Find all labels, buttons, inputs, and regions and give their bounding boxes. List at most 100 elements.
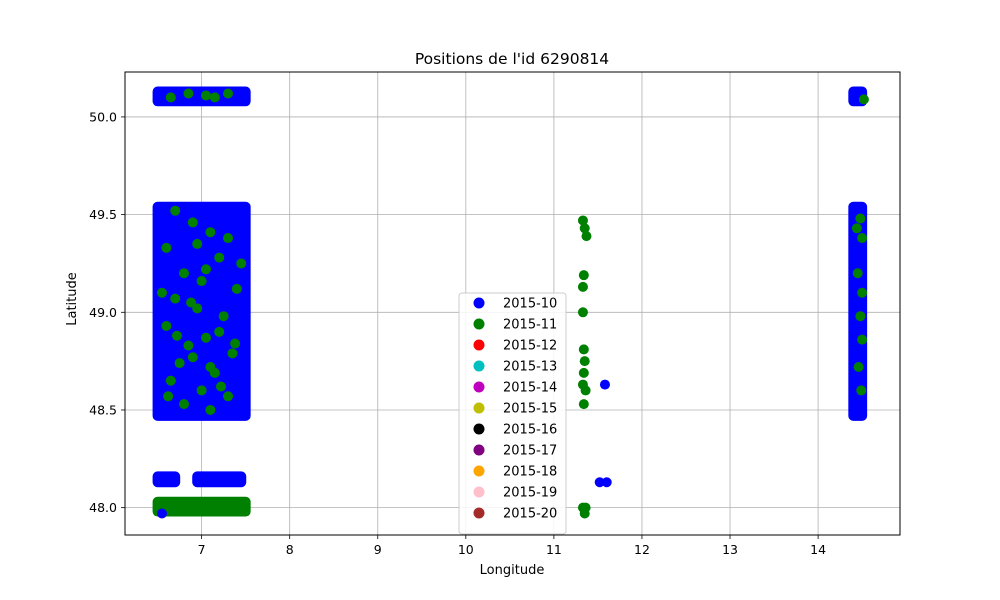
point-2015-11 xyxy=(156,287,167,298)
point-2015-11 xyxy=(161,242,172,253)
point-2015-11 xyxy=(214,252,225,263)
point-2015-11 xyxy=(578,344,589,355)
point-2015-11 xyxy=(209,92,220,103)
x-tick-label: 12 xyxy=(634,542,650,557)
point-2015-11 xyxy=(174,358,185,369)
point-2015-11 xyxy=(201,264,212,275)
point-2015-11 xyxy=(170,293,181,304)
legend-label: 2015-15 xyxy=(503,402,557,417)
point-2015-11 xyxy=(236,258,247,269)
legend-marker xyxy=(473,381,485,393)
legend-label: 2015-13 xyxy=(503,360,557,375)
point-band-2015-10 xyxy=(152,471,181,488)
y-tick-label: 48.5 xyxy=(89,402,117,417)
point-2015-11 xyxy=(857,287,868,298)
point-2015-11 xyxy=(579,223,590,234)
point-2015-11 xyxy=(223,391,234,402)
point-2015-11 xyxy=(578,270,589,281)
point-2015-11 xyxy=(579,508,590,519)
y-tick-label: 49.5 xyxy=(89,207,117,222)
point-2015-11 xyxy=(578,367,589,378)
point-2015-11 xyxy=(858,94,869,105)
x-tick-label: 10 xyxy=(458,542,474,557)
point-2015-11 xyxy=(852,268,863,279)
legend-label: 2015-11 xyxy=(503,318,557,333)
legend-marker xyxy=(473,423,485,435)
point-2015-11 xyxy=(215,381,226,392)
point-2015-11 xyxy=(205,227,216,238)
point-2015-11 xyxy=(196,276,207,287)
legend: 2015-10 2015-11 2015-12 2015-13 2015-14 2015-… xyxy=(458,292,567,535)
point-2015-11 xyxy=(161,320,172,331)
point-2015-10 xyxy=(601,477,612,488)
point-2015-11 xyxy=(853,361,864,372)
point-2015-11 xyxy=(578,399,589,410)
point-2015-11 xyxy=(855,311,866,322)
point-2015-11 xyxy=(857,233,868,244)
point-2015-11 xyxy=(186,297,197,308)
y-axis-label: Latitude xyxy=(65,272,80,326)
point-2015-11 xyxy=(171,330,182,341)
legend-label: 2015-10 xyxy=(503,297,557,312)
point-2015-11 xyxy=(205,361,216,372)
legend-marker xyxy=(473,444,485,456)
point-2015-11 xyxy=(165,375,176,386)
x-tick-label: 7 xyxy=(198,542,206,557)
axis-ticks: 7 8 9 10 11 12 13 14 48.0 48.5 49.0 49.5 50.0 xyxy=(89,109,826,557)
axes-frame xyxy=(124,71,901,536)
point-2015-10 xyxy=(594,477,605,488)
legend-marker xyxy=(473,507,485,519)
x-tick-label: 9 xyxy=(374,542,382,557)
point-2015-11 xyxy=(857,334,868,345)
point-2015-11 xyxy=(223,233,234,244)
x-tick-label: 13 xyxy=(722,542,738,557)
point-2015-11 xyxy=(170,205,181,216)
point-band-2015-10 xyxy=(192,471,247,488)
legend-label: 2015-18 xyxy=(503,465,557,480)
point-2015-11 xyxy=(851,223,862,234)
point-band-2015-11 xyxy=(152,496,251,517)
legend-marker xyxy=(473,339,485,351)
data-points xyxy=(156,88,869,519)
legend-marker xyxy=(473,486,485,498)
point-2015-11 xyxy=(183,88,194,99)
legend-label: 2015-12 xyxy=(503,339,557,354)
point-2015-11 xyxy=(163,391,174,402)
point-2015-11 xyxy=(179,268,190,279)
x-tick-label: 14 xyxy=(810,542,826,557)
point-2015-11 xyxy=(192,238,203,249)
legend-box xyxy=(458,292,567,535)
point-2015-11 xyxy=(205,404,216,415)
x-tick-label: 11 xyxy=(546,542,562,557)
legend-marker xyxy=(473,297,485,309)
point-2015-11 xyxy=(577,281,588,292)
legend-marker xyxy=(473,402,485,414)
point-2015-11 xyxy=(214,326,225,337)
x-axis-label: Longitude xyxy=(480,563,545,578)
legend-marker xyxy=(473,318,485,330)
y-tick-label: 48.0 xyxy=(89,500,117,515)
point-2015-11 xyxy=(179,399,190,410)
y-tick-label: 49.0 xyxy=(89,305,117,320)
point-2015-10 xyxy=(156,508,167,519)
legend-label: 2015-20 xyxy=(503,507,557,522)
point-2015-11 xyxy=(231,283,242,294)
point-2015-11 xyxy=(196,385,207,396)
y-tick-label: 50.0 xyxy=(89,109,117,124)
point-2015-11 xyxy=(187,217,198,228)
legend-label: 2015-16 xyxy=(503,423,557,438)
point-2015-11 xyxy=(580,385,591,396)
point-2015-11 xyxy=(855,213,866,224)
x-tick-label: 8 xyxy=(286,542,294,557)
point-2015-11 xyxy=(577,307,588,318)
legend-label: 2015-14 xyxy=(503,381,557,396)
point-2015-11 xyxy=(165,92,176,103)
point-2015-11 xyxy=(577,215,588,226)
point-2015-11 xyxy=(187,352,198,363)
point-2015-11 xyxy=(579,356,590,367)
point-2015-11 xyxy=(201,332,212,343)
point-2015-11 xyxy=(856,385,867,396)
legend-label: 2015-17 xyxy=(503,444,557,459)
